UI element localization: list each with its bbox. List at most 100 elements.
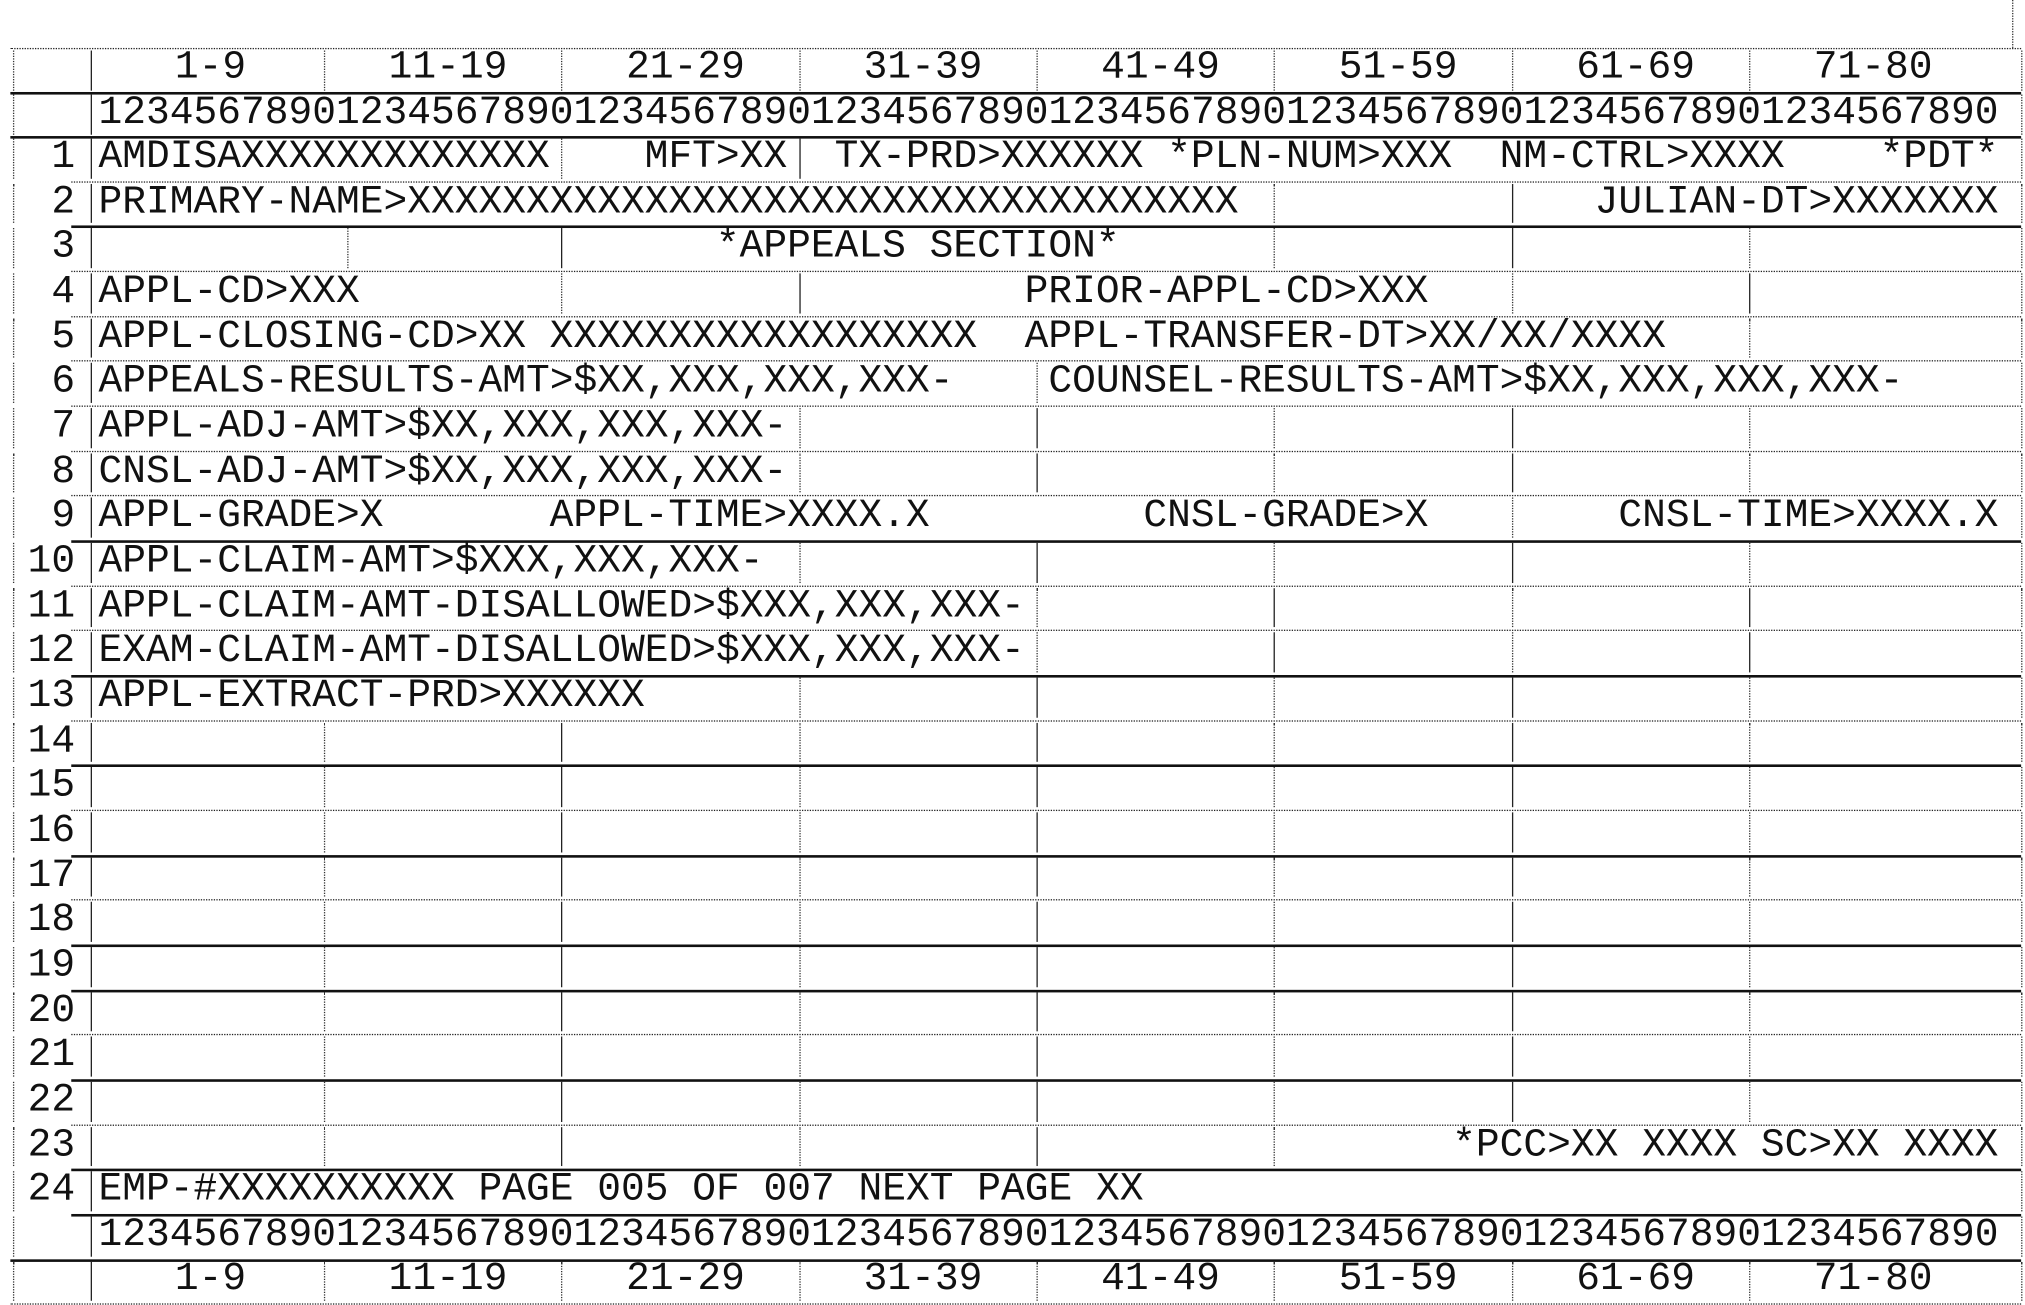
column-divider xyxy=(1036,50,1038,91)
column-header-group-label: 71-80 xyxy=(1813,46,1933,91)
row-divider xyxy=(71,495,2022,497)
column-divider xyxy=(324,902,326,942)
column-divider xyxy=(2021,992,2023,1032)
row-divider xyxy=(71,809,2022,812)
column-divider xyxy=(90,542,92,583)
column-divider xyxy=(1748,1261,1751,1302)
row-divider xyxy=(71,585,2022,587)
column-divider xyxy=(799,722,801,763)
column-divider xyxy=(1036,677,1038,718)
column-divider xyxy=(1036,947,1038,987)
column-footer-group-label: 61-69 xyxy=(1576,1257,1695,1302)
column-divider xyxy=(90,497,92,538)
column-divider xyxy=(1511,1081,1513,1122)
column-divider xyxy=(1274,632,1276,673)
field-label: *PDT* xyxy=(1879,136,1999,181)
column-divider xyxy=(2021,542,2023,583)
column-divider xyxy=(12,857,15,898)
column-divider xyxy=(90,318,92,359)
column-divider xyxy=(1511,1261,1513,1302)
column-divider xyxy=(12,1036,15,1077)
field-label: PRIOR-APPL-CD>XXX xyxy=(1024,270,1429,315)
column-divider xyxy=(90,1126,92,1167)
column-divider xyxy=(1511,677,1513,718)
column-divider xyxy=(2021,1216,2023,1257)
field-label: APPL-TIME>XXXX.X xyxy=(549,495,930,540)
row-divider xyxy=(71,899,2022,901)
field-label: NM-CTRL>XXXX xyxy=(1499,136,1785,181)
column-divider xyxy=(90,1261,92,1302)
column-divider xyxy=(2021,1261,2023,1302)
row-divider xyxy=(71,270,2022,273)
column-divider xyxy=(90,992,92,1032)
column-divider xyxy=(90,363,92,403)
column-divider xyxy=(90,767,92,808)
column-divider xyxy=(799,947,801,987)
column-header-group-label: 41-49 xyxy=(1101,46,1220,91)
column-header-group-label: 21-29 xyxy=(626,46,745,91)
column-divider xyxy=(12,94,15,135)
column-divider xyxy=(799,408,801,448)
column-divider xyxy=(2021,1036,2023,1077)
column-divider xyxy=(90,722,92,763)
row-divider xyxy=(71,1034,2022,1036)
row-divider xyxy=(71,764,2022,768)
column-divider xyxy=(1036,857,1038,898)
column-divider xyxy=(12,138,15,179)
column-divider xyxy=(1274,1126,1276,1167)
column-divider xyxy=(12,183,15,224)
column-divider xyxy=(2021,812,2023,853)
column-divider xyxy=(2021,857,2023,898)
column-divider xyxy=(799,812,801,853)
row-number: 21 xyxy=(27,1034,76,1079)
column-divider xyxy=(799,902,801,942)
row-number: 19 xyxy=(27,944,76,989)
column-divider xyxy=(1036,992,1038,1032)
column-divider xyxy=(1036,587,1038,628)
row-divider xyxy=(71,1124,2022,1126)
column-divider xyxy=(324,722,326,763)
row-divider xyxy=(71,1079,2022,1082)
column-divider xyxy=(2021,138,2023,179)
row-number: 18 xyxy=(27,899,76,944)
column-divider xyxy=(2021,363,2023,403)
column-footer-group-label: 11-19 xyxy=(388,1257,508,1302)
column-divider xyxy=(324,1081,326,1122)
column-divider xyxy=(12,497,15,538)
row-divider xyxy=(10,47,2022,50)
column-divider xyxy=(1036,767,1038,808)
column-divider xyxy=(2021,453,2023,493)
column-divider xyxy=(561,1126,563,1167)
field-label: *PLN-NUM>XXX xyxy=(1167,136,1453,181)
column-footer-group-label: 51-59 xyxy=(1338,1257,1458,1302)
field-label: APPL-CD>XXX xyxy=(98,270,360,315)
field-label: TX-PRD>XXXXXX xyxy=(834,136,1144,181)
column-divider xyxy=(1274,767,1276,808)
row-number: 14 xyxy=(27,719,76,765)
column-divider xyxy=(1274,1081,1276,1122)
column-divider xyxy=(1036,1036,1038,1077)
row-divider xyxy=(71,1169,2022,1172)
column-divider xyxy=(1511,947,1513,987)
row-number: 17 xyxy=(27,854,76,899)
column-divider xyxy=(1274,1261,1276,1302)
row-divider xyxy=(71,405,2022,407)
column-ruler-bottom: 1234567890123456789012345678901234567890… xyxy=(98,1214,1999,1259)
column-divider xyxy=(1748,767,1751,808)
column-header-group-label: 11-19 xyxy=(388,46,508,91)
column-divider xyxy=(561,1081,563,1122)
column-divider xyxy=(12,408,15,448)
row-number: 6 xyxy=(51,360,76,405)
column-divider xyxy=(12,902,15,942)
column-divider xyxy=(799,1126,801,1167)
column-footer-group-label: 31-39 xyxy=(863,1257,983,1302)
column-divider xyxy=(90,812,92,853)
column-divider xyxy=(1274,992,1276,1032)
column-divider xyxy=(12,767,15,808)
column-divider xyxy=(1511,857,1513,898)
row-divider xyxy=(71,1214,2022,1217)
column-divider xyxy=(799,50,801,91)
column-footer-group-label: 41-49 xyxy=(1101,1257,1220,1302)
column-divider xyxy=(12,228,15,269)
